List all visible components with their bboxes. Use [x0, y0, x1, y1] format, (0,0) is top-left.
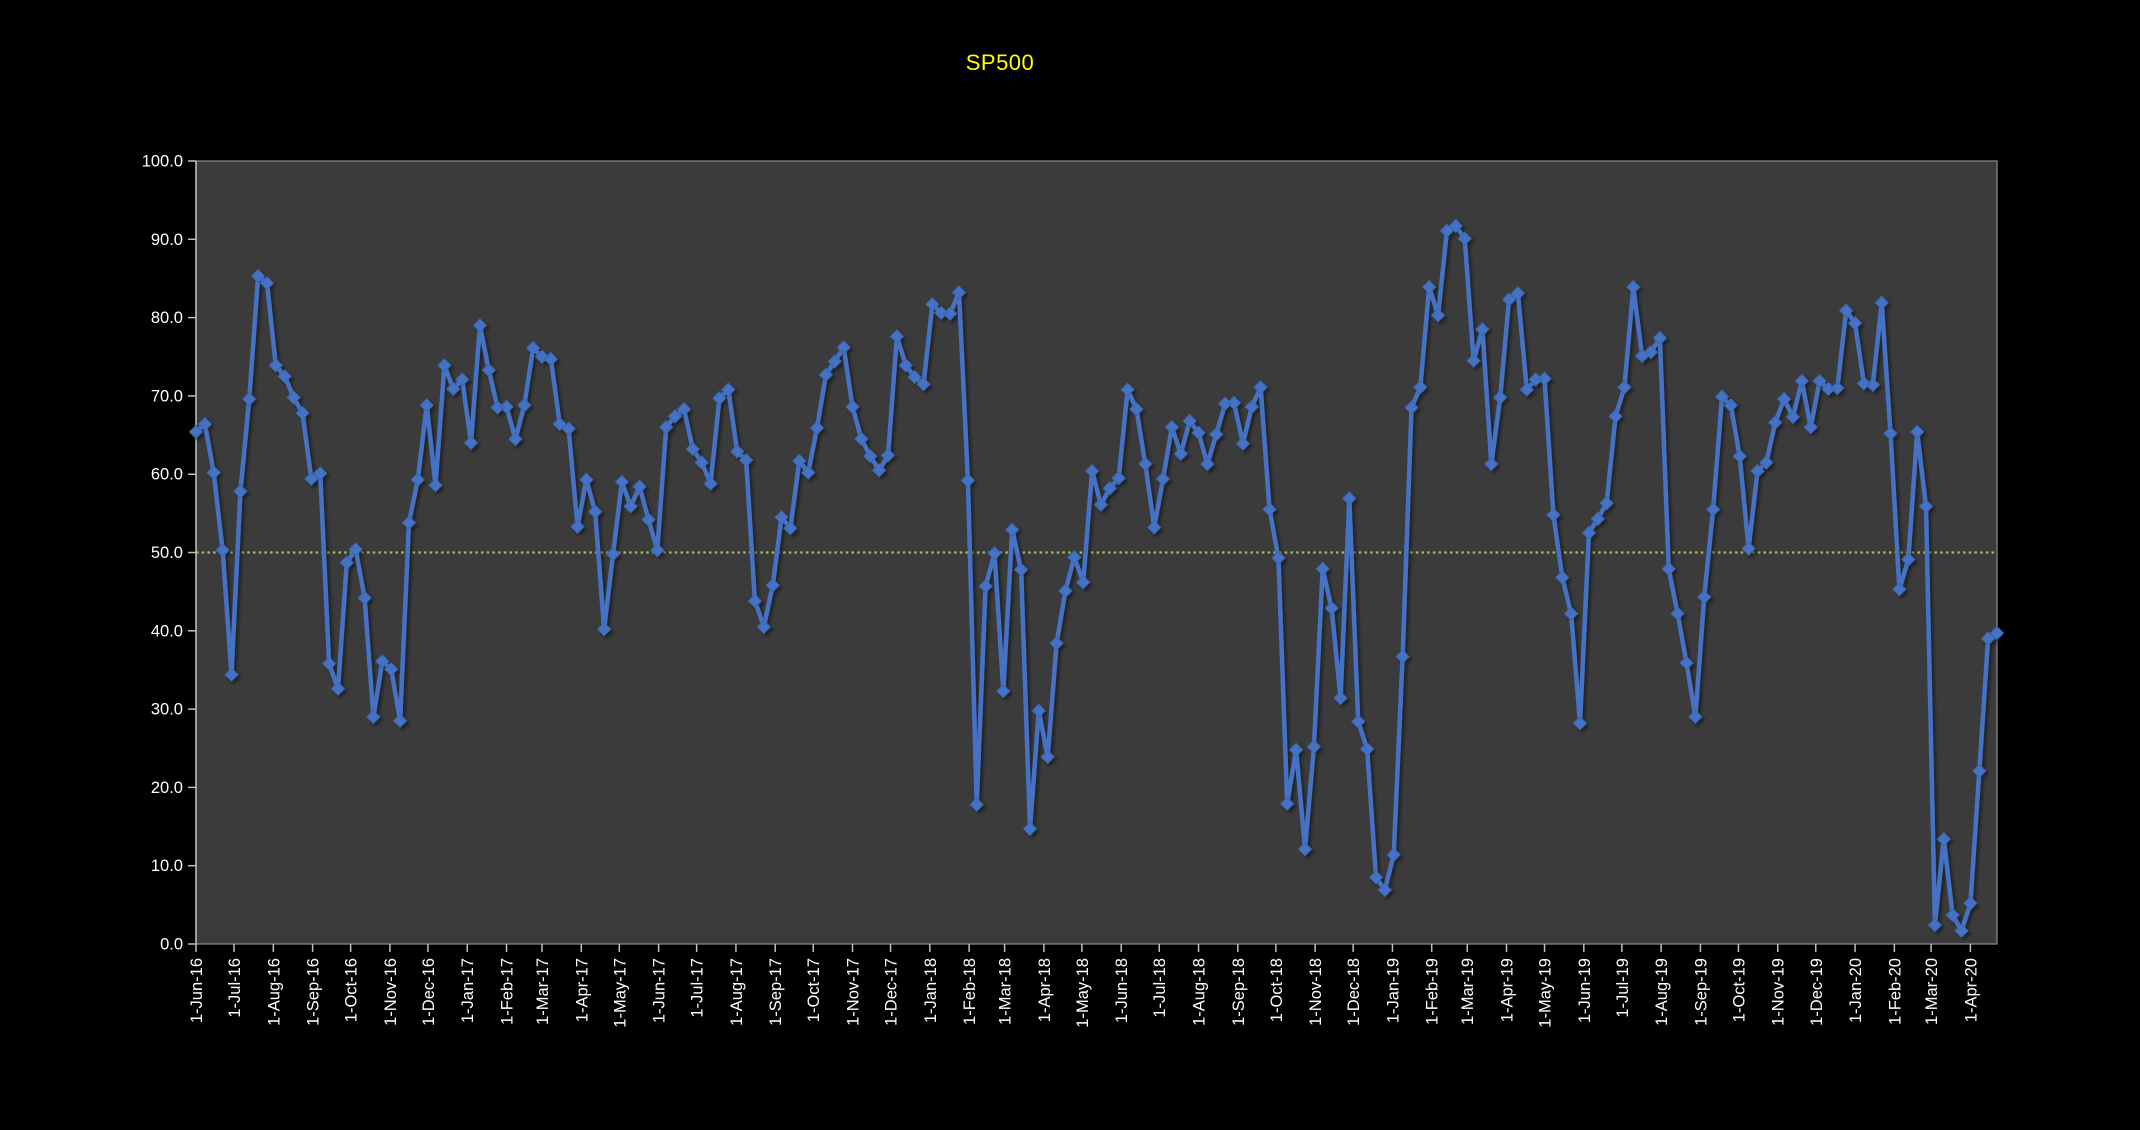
- svg-text:10.0: 10.0: [151, 857, 183, 875]
- y-axis: 0.0 10.0 20.0 30.0 40.0 50.0 60.0 70.0 80.0 90.0 1…: [142, 153, 197, 954]
- svg-text:1-Oct-19: 1-Oct-19: [1730, 958, 1748, 1022]
- svg-text:1-Mar-19: 1-Mar-19: [1459, 958, 1477, 1025]
- svg-text:1-Jul-16: 1-Jul-16: [226, 958, 244, 1018]
- svg-text:1-Mar-17: 1-Mar-17: [534, 958, 552, 1025]
- svg-text:1-Dec-18: 1-Dec-18: [1345, 958, 1363, 1026]
- svg-text:1-Dec-17: 1-Dec-17: [883, 958, 901, 1026]
- svg-text:1-Mar-20: 1-Mar-20: [1923, 958, 1941, 1025]
- svg-text:1-Oct-16: 1-Oct-16: [343, 958, 361, 1022]
- svg-text:1-Sep-18: 1-Sep-18: [1230, 958, 1248, 1026]
- svg-text:0.0: 0.0: [160, 936, 183, 954]
- svg-text:70.0: 70.0: [151, 387, 183, 405]
- sp500-series-markers: [188, 218, 2005, 938]
- svg-text:80.0: 80.0: [151, 309, 183, 327]
- svg-text:1-Oct-18: 1-Oct-18: [1268, 958, 1286, 1022]
- svg-text:1-Jan-18: 1-Jan-18: [922, 958, 940, 1023]
- svg-text:30.0: 30.0: [151, 701, 183, 719]
- svg-text:1-Nov-17: 1-Nov-17: [845, 958, 863, 1026]
- svg-text:1-Jan-17: 1-Jan-17: [459, 958, 477, 1023]
- svg-text:1-Mar-18: 1-Mar-18: [997, 958, 1015, 1025]
- svg-text:1-Nov-19: 1-Nov-19: [1770, 958, 1788, 1026]
- svg-text:1-Nov-18: 1-Nov-18: [1307, 958, 1325, 1026]
- svg-text:1-Jan-19: 1-Jan-19: [1384, 958, 1402, 1023]
- svg-text:1-Apr-17: 1-Apr-17: [573, 958, 591, 1022]
- x-axis: 1-Jun-16 1-Jul-16 1-Aug-16 1-Sep-16 1-Oct-16…: [188, 944, 1980, 1028]
- svg-text:1-Dec-19: 1-Dec-19: [1808, 958, 1826, 1026]
- svg-text:90.0: 90.0: [151, 231, 183, 249]
- svg-text:1-Sep-19: 1-Sep-19: [1692, 958, 1710, 1026]
- svg-text:1-Jul-17: 1-Jul-17: [689, 958, 707, 1018]
- svg-text:1-Jun-17: 1-Jun-17: [651, 958, 669, 1023]
- svg-text:1-Jun-18: 1-Jun-18: [1113, 958, 1131, 1023]
- sp500-series: [188, 218, 2005, 938]
- svg-text:1-Sep-17: 1-Sep-17: [767, 958, 785, 1026]
- svg-text:1-May-17: 1-May-17: [611, 958, 629, 1028]
- svg-text:1-Feb-18: 1-Feb-18: [961, 958, 979, 1025]
- svg-text:1-Aug-18: 1-Aug-18: [1191, 958, 1209, 1026]
- chart-title: SP500: [965, 50, 1035, 75]
- svg-text:1-Sep-16: 1-Sep-16: [305, 958, 323, 1026]
- svg-text:1-Oct-17: 1-Oct-17: [805, 958, 823, 1022]
- svg-text:1-Nov-16: 1-Nov-16: [382, 958, 400, 1026]
- svg-text:60.0: 60.0: [151, 466, 183, 484]
- svg-text:1-Apr-18: 1-Apr-18: [1036, 958, 1054, 1022]
- svg-text:1-May-19: 1-May-19: [1537, 958, 1555, 1028]
- svg-text:1-Aug-19: 1-Aug-19: [1653, 958, 1671, 1026]
- svg-text:1-Aug-16: 1-Aug-16: [265, 958, 283, 1026]
- svg-text:1-Feb-17: 1-Feb-17: [499, 958, 517, 1025]
- svg-text:40.0: 40.0: [151, 622, 183, 640]
- svg-text:1-Aug-17: 1-Aug-17: [728, 958, 746, 1026]
- svg-text:1-Dec-16: 1-Dec-16: [420, 958, 438, 1026]
- svg-text:1-Apr-19: 1-Apr-19: [1499, 958, 1517, 1022]
- svg-text:1-Jul-18: 1-Jul-18: [1151, 958, 1169, 1018]
- svg-text:100.0: 100.0: [142, 153, 183, 171]
- svg-text:20.0: 20.0: [151, 779, 183, 797]
- svg-text:1-Feb-20: 1-Feb-20: [1886, 958, 1904, 1025]
- svg-text:1-Jun-16: 1-Jun-16: [188, 958, 206, 1023]
- sp500-series-line: [193, 223, 2000, 933]
- svg-text:1-Jun-19: 1-Jun-19: [1576, 958, 1594, 1023]
- svg-text:1-Apr-20: 1-Apr-20: [1962, 958, 1980, 1022]
- svg-text:1-May-18: 1-May-18: [1074, 958, 1092, 1028]
- svg-text:1-Jan-20: 1-Jan-20: [1847, 958, 1865, 1023]
- svg-text:1-Feb-19: 1-Feb-19: [1424, 958, 1442, 1025]
- svg-text:1-Jul-19: 1-Jul-19: [1614, 958, 1632, 1018]
- svg-text:50.0: 50.0: [151, 544, 183, 562]
